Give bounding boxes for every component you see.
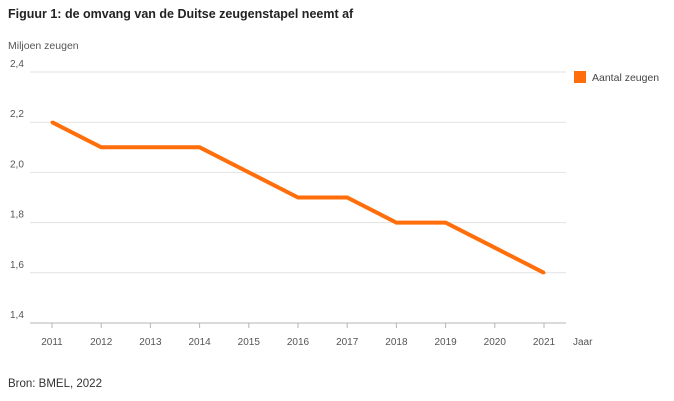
data-point[interactable] — [198, 145, 202, 149]
series-group — [50, 120, 546, 275]
data-point[interactable] — [444, 221, 448, 225]
x-tick-label: 2018 — [385, 337, 408, 348]
x-tick-label: 2014 — [188, 337, 211, 348]
y-tick-label: 2,4 — [10, 59, 24, 70]
source-note: Bron: BMEL, 2022 — [8, 378, 102, 390]
data-point[interactable] — [542, 271, 546, 275]
legend[interactable]: Aantal zeugen — [574, 71, 659, 84]
y-tick-label: 1,4 — [10, 310, 24, 321]
data-point[interactable] — [99, 145, 103, 149]
data-point[interactable] — [394, 221, 398, 225]
y-tick-label: 2,0 — [10, 159, 24, 170]
x-tick-label: 2011 — [41, 337, 63, 348]
y-tick-label: 2,2 — [10, 109, 24, 120]
data-point[interactable] — [148, 145, 152, 149]
x-tick-label: 2021 — [533, 337, 556, 348]
x-tick-label: 2012 — [90, 337, 113, 348]
x-tick-label: 2015 — [238, 337, 261, 348]
x-tick-label: 2017 — [336, 337, 359, 348]
x-tick-label: 2016 — [287, 337, 310, 348]
x-tick-label: 2013 — [139, 337, 162, 348]
legend-swatch — [574, 71, 586, 83]
data-point[interactable] — [296, 196, 300, 199]
x-tick-labels: 2011 2012 2013 2014 2015 2016 2017 2018 2019 2020… — [41, 323, 556, 348]
x-tick-label: 2019 — [434, 337, 457, 348]
data-point[interactable] — [345, 196, 349, 199]
x-tick-label: 2020 — [484, 337, 507, 348]
data-point[interactable] — [493, 246, 497, 250]
x-axis-label: Jaar — [573, 337, 593, 348]
figure-title: Figuur 1: de omvang van de Duitse zeugen… — [8, 7, 354, 21]
y-tick-label: 1,6 — [10, 260, 24, 271]
y-axis-label: Miljoen zeugen — [8, 40, 79, 52]
legend-label: Aantal zeugen — [592, 72, 659, 84]
data-point[interactable] — [247, 170, 251, 174]
y-tick-label: 1,8 — [10, 210, 24, 221]
data-point[interactable] — [50, 120, 54, 124]
y-tick-labels: 1,4 1,6 1,8 2,0 2,2 2,4 — [10, 59, 24, 321]
